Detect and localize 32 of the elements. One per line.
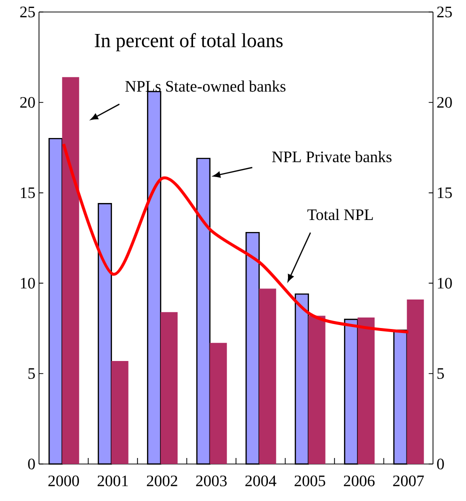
bar	[358, 318, 375, 464]
y-tick-label: 25	[437, 6, 452, 18]
bar	[259, 288, 276, 464]
y2-tick-label: 10	[20, 278, 35, 289]
x-tick-label: 2000	[48, 476, 79, 486]
bar	[406, 299, 424, 464]
x-tick-label: 2005	[294, 476, 326, 486]
y-tick-label: 5	[437, 368, 444, 379]
y-tick-label: 10	[438, 278, 452, 289]
annotation: NPL Private banks	[272, 151, 392, 162]
x-tick-label: 2002	[146, 476, 178, 486]
x-tick-label: 2003	[196, 476, 227, 486]
y-tick-label: 15	[438, 187, 452, 198]
x-tick-label: 2004	[245, 476, 276, 486]
bar	[111, 360, 128, 464]
annotation: Total NPL	[307, 208, 373, 220]
text: In percent of total loans	[94, 33, 283, 52]
x-tick-label: 2006	[344, 476, 375, 486]
bar	[62, 77, 80, 464]
x-tick-label: 2001	[98, 476, 128, 486]
bar	[160, 312, 178, 464]
bar	[308, 316, 326, 464]
y-tick-label: 20	[437, 97, 452, 108]
x-tick-label: 2007	[393, 476, 424, 486]
y-tick-label: 0	[437, 458, 444, 470]
y2-tick-label: 5	[28, 368, 35, 379]
y2-tick-label: 20	[20, 97, 35, 108]
y2-tick-label: 15	[20, 187, 35, 198]
y2-tick-label: 0	[28, 458, 35, 470]
bar	[210, 342, 227, 464]
line-series	[62, 142, 410, 334]
y2-tick-label: 25	[20, 6, 35, 18]
